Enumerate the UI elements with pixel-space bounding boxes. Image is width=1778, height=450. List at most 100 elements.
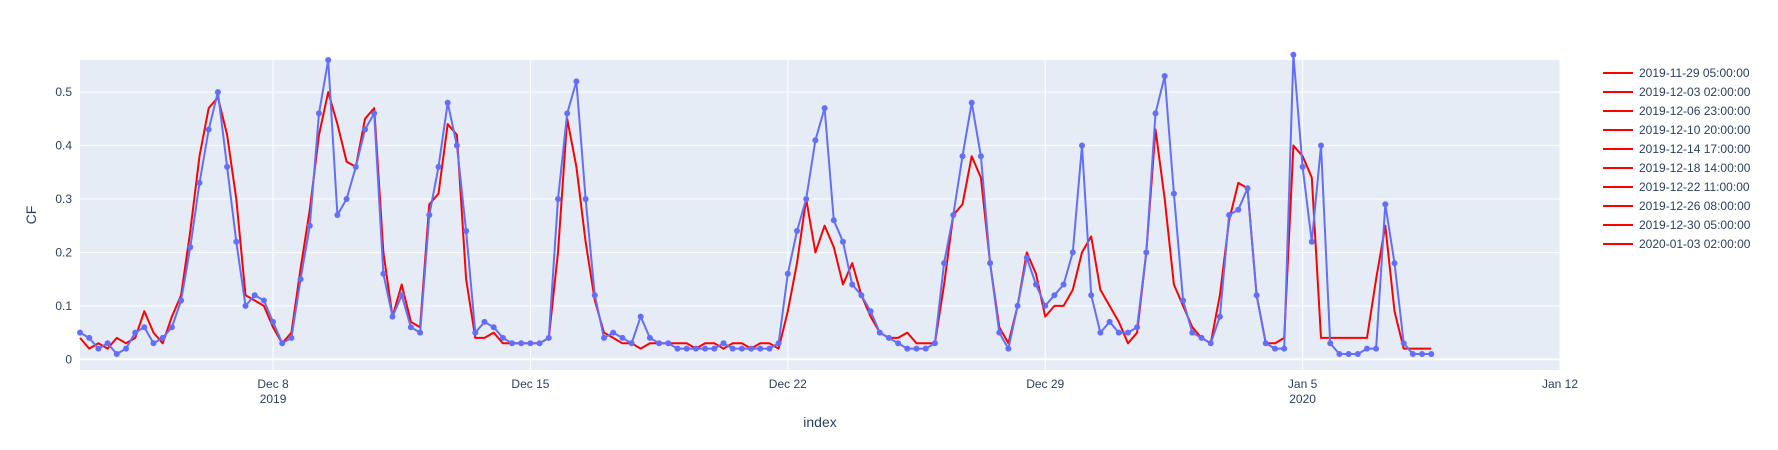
series-2-point <box>1382 201 1389 208</box>
series-2-point <box>922 345 929 352</box>
series-2-point <box>1189 329 1196 336</box>
series-2-point <box>407 324 414 331</box>
y-axis-ticks: 0 0.1 0.2 0.3 0.4 0.5 <box>55 85 72 366</box>
series-2-point <box>123 345 129 352</box>
series-2-point <box>316 110 322 117</box>
series-2-point <box>132 329 139 336</box>
series-2-point <box>95 345 102 352</box>
series-2-point <box>904 345 911 352</box>
series-2-point <box>1318 142 1324 149</box>
x-tick-label: Dec 15 <box>511 377 549 391</box>
series-2-point <box>913 345 920 352</box>
series-2-point <box>564 110 571 117</box>
legend-label[interactable]: 2019-12-14 17:00:00 <box>1639 142 1751 156</box>
legend-label[interactable]: 2019-12-18 14:00:00 <box>1639 161 1751 175</box>
series-2-point <box>1262 340 1269 347</box>
series-2-point <box>1235 206 1242 213</box>
y-tick-label: 0.3 <box>55 192 72 206</box>
series-2-point <box>665 340 672 347</box>
series-2-point <box>1115 329 1122 336</box>
series-2-point <box>601 334 607 341</box>
series-2-point <box>380 270 387 277</box>
legend-label[interactable]: 2020-01-03 02:00:00 <box>1639 237 1751 251</box>
x-tick-label: Jan 12 <box>1542 377 1578 391</box>
series-2-point <box>536 340 543 347</box>
series-2-point <box>187 244 194 251</box>
series-2-point <box>1409 351 1416 357</box>
legend-label[interactable]: 2019-11-29 05:00:00 <box>1639 66 1750 80</box>
series-2-point <box>435 163 442 170</box>
series-2-point <box>1336 351 1343 357</box>
series-2-point <box>352 163 359 170</box>
series-2-point <box>343 196 350 202</box>
series-2-point <box>1069 249 1076 256</box>
series-2-point <box>426 212 433 218</box>
series-2-point <box>1125 329 1131 336</box>
series-2-point <box>812 137 819 144</box>
series-2-point <box>775 340 782 347</box>
series-2-point <box>260 297 267 304</box>
series-2-point <box>77 329 83 336</box>
series-2-point <box>1161 73 1168 79</box>
x-tick-label: Dec 22 <box>769 377 807 391</box>
series-2-point <box>444 99 451 106</box>
series-2-point <box>692 345 699 352</box>
series-2-point <box>867 308 874 315</box>
y-axis-title: CF <box>23 206 39 225</box>
legend-label[interactable]: 2019-12-22 11:00:00 <box>1639 180 1750 194</box>
series-2-point <box>1207 340 1214 347</box>
series-2-point <box>1216 313 1223 320</box>
series-2-point <box>1299 163 1306 170</box>
series-2-point <box>1042 302 1049 309</box>
series-2-point <box>683 345 690 352</box>
y-tick-label: 0.2 <box>55 245 72 259</box>
series-2-point <box>1152 110 1159 117</box>
series-2-point <box>619 334 626 341</box>
legend-label[interactable]: 2019-12-26 08:00:00 <box>1639 199 1751 213</box>
series-2-point <box>748 345 755 352</box>
series-2-point <box>233 238 240 245</box>
series-2-point <box>996 329 1003 336</box>
series-2-point <box>1373 345 1380 352</box>
series-2-point <box>637 313 644 320</box>
series-2-point <box>821 105 828 112</box>
series-2-point <box>674 345 681 352</box>
series-2-point <box>1253 292 1260 299</box>
series-2-point <box>1327 340 1334 347</box>
x-tick-year-label: 2019 <box>260 392 287 406</box>
x-tick-label: Jan 5 <box>1288 377 1318 391</box>
series-2-point <box>1170 190 1177 197</box>
x-tick-year-label: 2020 <box>1289 392 1316 406</box>
markers <box>77 51 1435 357</box>
legend-label[interactable]: 2019-12-06 23:00:00 <box>1639 104 1751 118</box>
series-2-point <box>1033 281 1039 288</box>
series-2-point <box>1244 185 1251 192</box>
series-2-point <box>509 340 515 347</box>
series-2-point <box>150 340 157 347</box>
legend-label[interactable]: 2019-12-30 05:00:00 <box>1639 218 1751 232</box>
series-2-point <box>499 334 506 341</box>
series-2-point <box>1281 345 1288 352</box>
series-2-point <box>628 340 635 347</box>
series-2-point <box>1308 238 1315 245</box>
series-2-point <box>591 292 598 299</box>
series-2-point <box>362 126 368 133</box>
y-tick-label: 0.5 <box>55 85 72 99</box>
series-2-point <box>159 334 166 341</box>
series-2-point <box>104 340 111 347</box>
series-2-point <box>1290 51 1297 58</box>
series-2-point <box>931 340 938 347</box>
series-2-point <box>325 57 332 63</box>
series-2-point <box>1134 324 1141 331</box>
series-2-point <box>1345 351 1352 357</box>
series-2-point <box>987 260 994 267</box>
legend-label[interactable]: 2019-12-10 20:00:00 <box>1639 123 1751 137</box>
series-2-point <box>729 345 736 352</box>
legend-label[interactable]: 2019-12-03 02:00:00 <box>1639 85 1751 99</box>
x-tick-label: Dec 8 <box>257 377 289 391</box>
series-2-line <box>79 53 1432 355</box>
traces <box>79 53 1432 355</box>
series-2-point <box>306 222 313 229</box>
series-2-point <box>279 340 286 347</box>
